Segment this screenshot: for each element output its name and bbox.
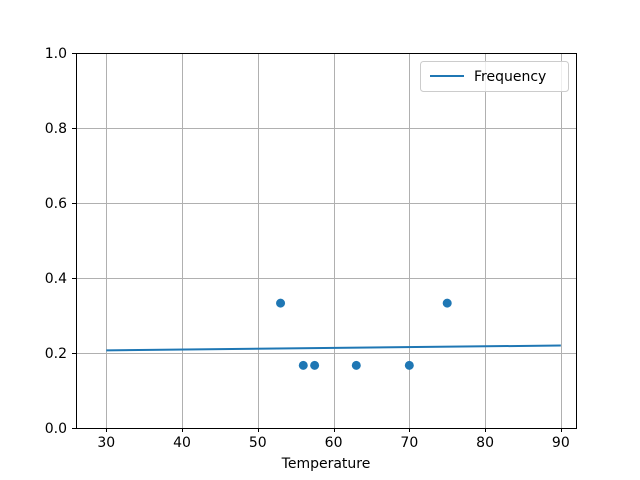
line-series-frequency bbox=[106, 344, 561, 352]
legend[interactable]: Frequency bbox=[420, 61, 569, 92]
x-tick-label: 70 bbox=[400, 435, 418, 451]
x-tick-label: 80 bbox=[476, 435, 494, 451]
axes-frame bbox=[75, 52, 578, 430]
scatter-points bbox=[276, 298, 452, 370]
y-tick-labels: 0.0 0.2 0.4 0.6 0.8 1.0 bbox=[45, 46, 67, 437]
scatter-point bbox=[298, 360, 308, 370]
scatter-point bbox=[404, 360, 414, 370]
y-tick-label: 1.0 bbox=[45, 46, 67, 62]
y-tick-label: 0.2 bbox=[45, 346, 67, 362]
x-tick-label: 50 bbox=[249, 435, 267, 451]
y-tick-label: 0.6 bbox=[45, 196, 67, 212]
y-tick-label: 0.4 bbox=[45, 271, 67, 287]
legend-background bbox=[420, 61, 569, 92]
x-tick-labels: 30 40 50 60 70 80 90 bbox=[97, 435, 569, 451]
x-tick-label: 30 bbox=[97, 435, 115, 451]
scatter-point bbox=[351, 360, 361, 370]
x-tick-label: 60 bbox=[325, 435, 343, 451]
scatter-point bbox=[276, 298, 286, 308]
tick-marks bbox=[72, 52, 563, 432]
legend-label: Frequency bbox=[474, 69, 546, 85]
scatter-point bbox=[310, 360, 320, 370]
y-tick-label: 0.0 bbox=[45, 421, 67, 437]
axes-border bbox=[75, 52, 578, 430]
x-tick-label: 90 bbox=[552, 435, 570, 451]
series-layer bbox=[106, 298, 561, 370]
scatter-point bbox=[442, 298, 452, 308]
x-tick-label: 40 bbox=[173, 435, 191, 451]
y-tick-label: 0.8 bbox=[45, 121, 67, 137]
x-axis-title: Temperature bbox=[281, 456, 371, 472]
